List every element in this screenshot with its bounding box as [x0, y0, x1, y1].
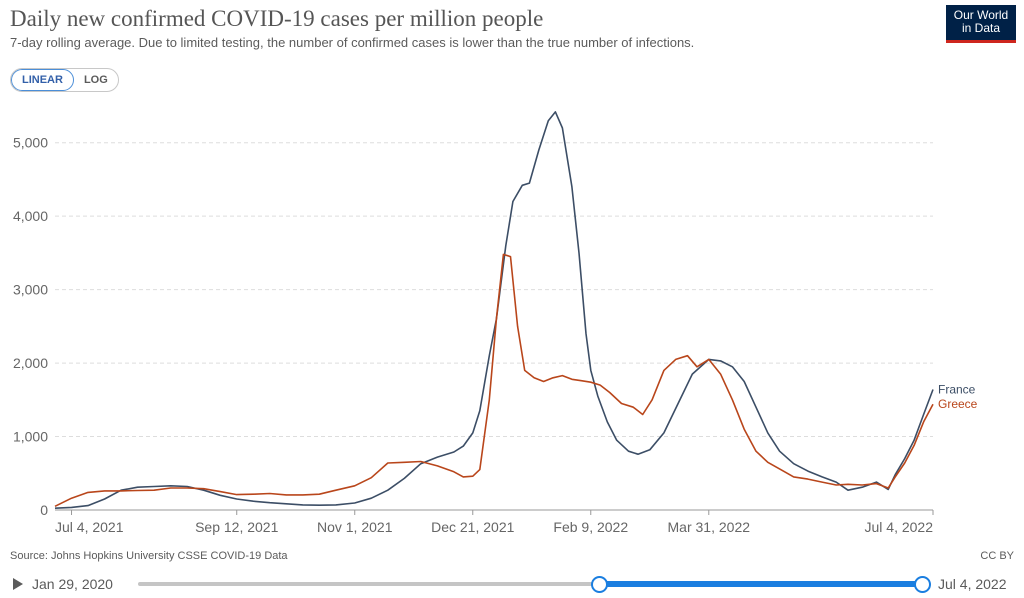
series-line-greece[interactable] [54, 253, 934, 508]
timeline: Jan 29, 2020 Jul 4, 2022 [0, 570, 1024, 598]
gridlines [55, 142, 933, 438]
series-label-france: France [938, 383, 976, 397]
log-scale-button[interactable]: LOG [83, 74, 108, 86]
x-tick-label: Jul 4, 2021 [55, 519, 124, 535]
x-tick-label: Jul 4, 2022 [865, 519, 934, 535]
y-tick-label: 1,000 [13, 429, 48, 445]
y-tick-label: 3,000 [13, 282, 48, 298]
logo-line-1: Our World [953, 8, 1009, 22]
timeline-start-label: Jan 29, 2020 [32, 576, 113, 592]
play-icon[interactable] [13, 578, 23, 590]
y-tick-label: 5,000 [13, 135, 48, 151]
y-tick-label: 2,000 [13, 355, 48, 371]
series-label-greece: Greece [938, 397, 978, 411]
owid-logo[interactable]: Our World in Data [946, 5, 1016, 43]
x-tick-label: Feb 9, 2022 [553, 519, 628, 535]
series-lines [54, 111, 934, 509]
x-axis: Jul 4, 2021 Sep 12, 2021 Nov 1, 2021 Dec 21… [55, 509, 934, 535]
chart-subtitle: 7-day rolling average. Due to limited te… [10, 35, 695, 50]
scale-toggle: LINEAR LOG [10, 68, 119, 92]
source-note: Source: Johns Hopkins University CSSE CO… [10, 550, 288, 562]
line-chart: 0 1,000 2,000 3,000 4,000 5,000 Jul 4, 2021 Se… [13, 111, 978, 535]
license-link[interactable]: CC BY [980, 550, 1014, 562]
linear-scale-button[interactable]: LINEAR [11, 69, 74, 91]
logo-line-2: in Data [961, 21, 1001, 35]
y-tick-label: 4,000 [13, 208, 48, 224]
timeline-selected-range [598, 581, 922, 587]
x-tick-label: Dec 21, 2021 [431, 519, 514, 535]
x-tick-label: Sep 12, 2021 [195, 519, 279, 535]
chart-title: Daily new confirmed COVID-19 cases per m… [10, 6, 544, 31]
timeline-end-label: Jul 4, 2022 [938, 576, 1007, 592]
timeline-track[interactable] [138, 582, 922, 586]
y-axis: 0 1,000 2,000 3,000 4,000 5,000 [13, 135, 48, 518]
x-tick-label: Nov 1, 2021 [317, 519, 393, 535]
x-tick-label: Mar 31, 2022 [668, 519, 751, 535]
timeline-end-handle[interactable] [914, 576, 931, 593]
y-tick-label: 0 [40, 502, 48, 518]
timeline-start-handle[interactable] [591, 576, 608, 593]
series-line-france[interactable] [54, 111, 934, 509]
